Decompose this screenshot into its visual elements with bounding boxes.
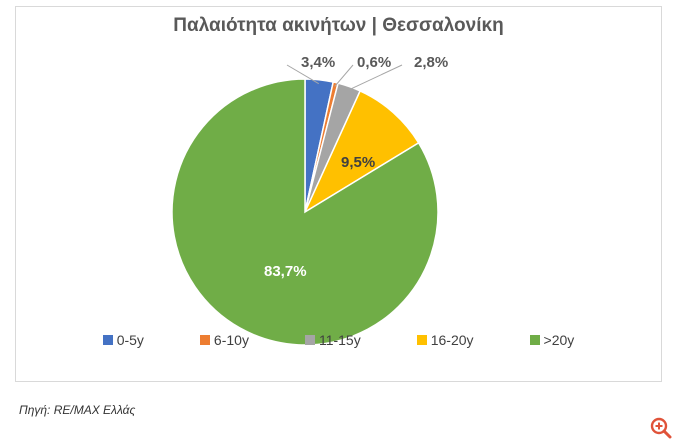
data-label: 9,5% — [341, 154, 375, 171]
legend-item: 16-20y — [416, 332, 474, 348]
pie-chart: 3,4% 0,6% 2,8% 9,5% 83,7% — [171, 54, 448, 346]
data-label: 3,4% — [301, 54, 335, 71]
leader-line — [286, 64, 320, 85]
legend-label: 11-15y — [318, 332, 361, 348]
legend-label: 16-20y — [430, 332, 474, 348]
legend-item: 11-15y — [304, 332, 361, 348]
leader-line — [334, 64, 354, 87]
data-label: 83,7% — [264, 263, 307, 280]
legend-item: >20y — [529, 332, 575, 348]
legend-label: 6-10y — [213, 332, 249, 348]
legend-swatch — [416, 335, 427, 345]
source-caption: Πηγή: RE/MAX Ελλάς — [19, 403, 136, 417]
legend-label: 0-5y — [116, 332, 144, 348]
chart-title: Παλαιότητα ακινήτων | Θεσσαλονίκη — [173, 15, 504, 36]
legend-swatch — [304, 335, 315, 345]
pie-slice-1620y — [303, 89, 420, 214]
legend-swatch — [199, 335, 210, 345]
legend-item: 6-10y — [199, 332, 249, 348]
legend-swatch — [102, 335, 113, 345]
pie-slice-20y — [171, 78, 439, 346]
legend-label: >20y — [543, 332, 575, 348]
leader-line — [347, 64, 403, 91]
chart-frame: Παλαιότητα ακινήτων | Θεσσαλονίκη 3,4% 0,… — [15, 6, 662, 382]
data-label: 0,6% — [357, 54, 391, 71]
legend-item: 0-5y — [102, 332, 144, 348]
chart-legend: 0-5y 6-10y 11-15y 16-20y >20y — [16, 332, 661, 348]
legend-swatch — [529, 335, 540, 345]
data-label: 2,8% — [414, 54, 448, 71]
zoom-in-icon[interactable] — [648, 415, 674, 441]
